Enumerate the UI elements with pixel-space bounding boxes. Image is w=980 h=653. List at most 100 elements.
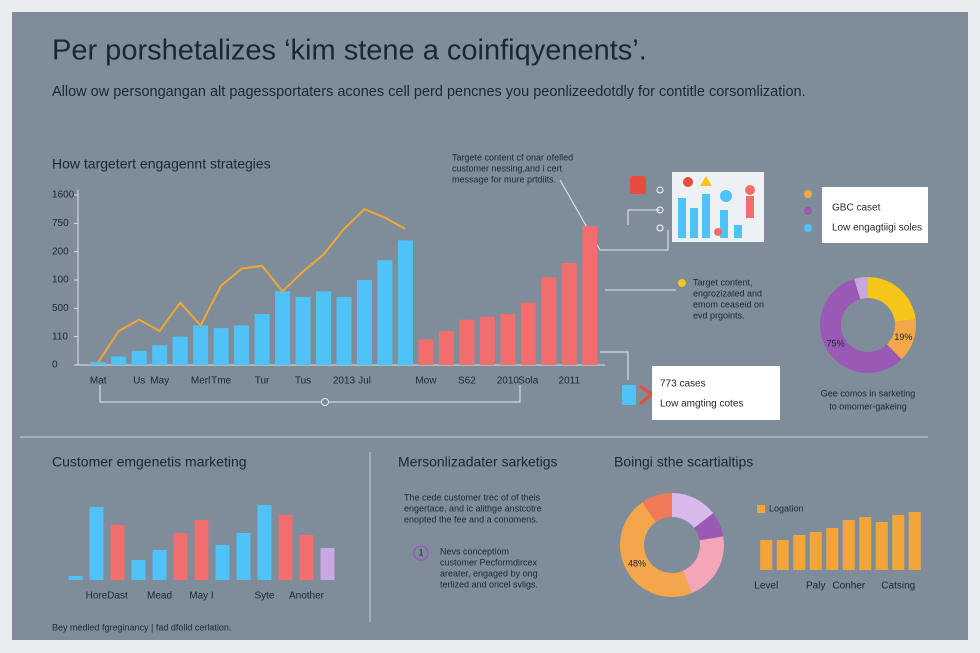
donut-segment — [868, 276, 916, 322]
bar — [316, 291, 332, 365]
x-tick-label: 2013 — [333, 376, 356, 387]
y-tick-label: 100 — [52, 275, 69, 286]
bar — [418, 339, 434, 365]
x-tick-label: 2011 — [559, 376, 581, 387]
donut-segment — [694, 513, 724, 541]
annotation: emom ceaseid on — [693, 299, 764, 309]
caption: Gee comos in sarketing — [821, 388, 916, 398]
bar — [234, 325, 250, 365]
data-label: 75% — [827, 338, 845, 348]
page-subtitle: Allow ow persongangan alt pagessportater… — [52, 84, 806, 100]
icon — [745, 185, 755, 195]
bar — [397, 240, 413, 365]
connector — [559, 179, 669, 380]
bar — [809, 532, 822, 570]
bar — [859, 517, 872, 570]
annotation: message for mure prtdiits. — [452, 174, 556, 184]
bar — [213, 328, 229, 365]
icon — [678, 198, 686, 238]
x-tick-label: May — [150, 376, 169, 387]
item-text: customer Pecformdircex — [440, 557, 538, 567]
y-tick-label: 750 — [52, 218, 69, 229]
x-tick-label: Tus — [295, 376, 311, 387]
caption: to omomer-gakeing — [829, 401, 907, 411]
bar — [561, 263, 577, 365]
x-tick-label: S62 — [458, 376, 476, 387]
icon — [700, 176, 712, 186]
bracket — [99, 385, 521, 403]
callout-text: Low engagtiigi soles — [832, 223, 922, 234]
bar — [541, 277, 557, 365]
bar — [826, 528, 839, 570]
donut-segment — [682, 536, 725, 593]
bar — [908, 512, 921, 570]
x-tick-label: Mow — [415, 376, 437, 387]
bar — [173, 533, 188, 580]
bar — [111, 356, 127, 365]
annotation: evd prgoints. — [693, 310, 745, 320]
icon — [734, 225, 742, 238]
chart-title: Boingi sthe scartialtips — [614, 454, 753, 470]
x-tick-label: Hore — [86, 591, 108, 602]
x-tick-label: Syte — [254, 591, 274, 602]
icon — [804, 207, 812, 215]
callout-text: 773 cases — [660, 379, 706, 390]
annotation: engrozizated and — [693, 288, 762, 298]
bar — [582, 226, 598, 365]
bar — [194, 520, 209, 580]
bar — [336, 297, 352, 365]
bar — [193, 325, 209, 365]
line — [97, 207, 406, 363]
icon — [683, 177, 693, 187]
x-tick-label: 2010 — [497, 376, 520, 387]
paragraph: engertace, and ic alithge anstcotre — [404, 503, 542, 513]
bar — [479, 316, 495, 365]
bar — [131, 350, 147, 365]
bar — [299, 535, 314, 580]
paragraph: enopted the fee and a conomens. — [404, 514, 538, 524]
x-tick-label: Catsing — [881, 581, 915, 592]
bar — [90, 362, 106, 365]
bar — [776, 540, 789, 570]
x-tick-label: Us — [133, 376, 145, 387]
bar — [295, 297, 311, 365]
icon — [690, 208, 698, 238]
bar — [152, 345, 168, 365]
callout-text: GBC caset — [832, 203, 881, 214]
icon — [746, 196, 754, 218]
bar — [236, 533, 251, 580]
bar — [356, 280, 372, 365]
callout-text: Low amgting cotes — [660, 399, 743, 410]
bar — [257, 505, 272, 580]
y-tick-label: 1600 — [52, 190, 75, 201]
bar — [278, 515, 293, 580]
footer: Bey medled fgreginancy | fad dfolld cerl… — [52, 622, 231, 632]
x-tick-label: Conher — [832, 581, 865, 592]
bar — [793, 535, 806, 570]
x-tick-label: May I — [189, 591, 213, 602]
bar — [892, 515, 905, 570]
bar — [110, 525, 125, 580]
x-tick-label: Jul — [358, 376, 371, 387]
icon — [720, 190, 732, 202]
illustration — [622, 172, 812, 406]
icon — [702, 194, 710, 238]
annotation: Targete content cf onar ofelled — [452, 152, 573, 162]
y-tick-label: 110 — [52, 331, 68, 342]
x-tick-label: Level — [754, 581, 778, 592]
bar — [215, 545, 230, 580]
x-tick-label: Dast — [107, 591, 128, 602]
donut-segment — [619, 502, 693, 598]
bar — [760, 540, 773, 570]
data-label: 19% — [894, 332, 912, 342]
icon — [622, 385, 636, 405]
page-title: Per porshetalizes ‘kim stene a coinfiqye… — [52, 35, 647, 67]
icon — [656, 206, 664, 214]
y-tick-label: 200 — [52, 246, 69, 257]
donut-segment — [820, 279, 902, 373]
x-tick-label: Tme — [211, 376, 231, 387]
section-title: Mersonlizadater sarketigs — [398, 454, 558, 470]
bracket-dot — [321, 398, 329, 406]
icon — [630, 176, 646, 194]
chart-title: Customer emgenetis marketing — [52, 454, 247, 470]
